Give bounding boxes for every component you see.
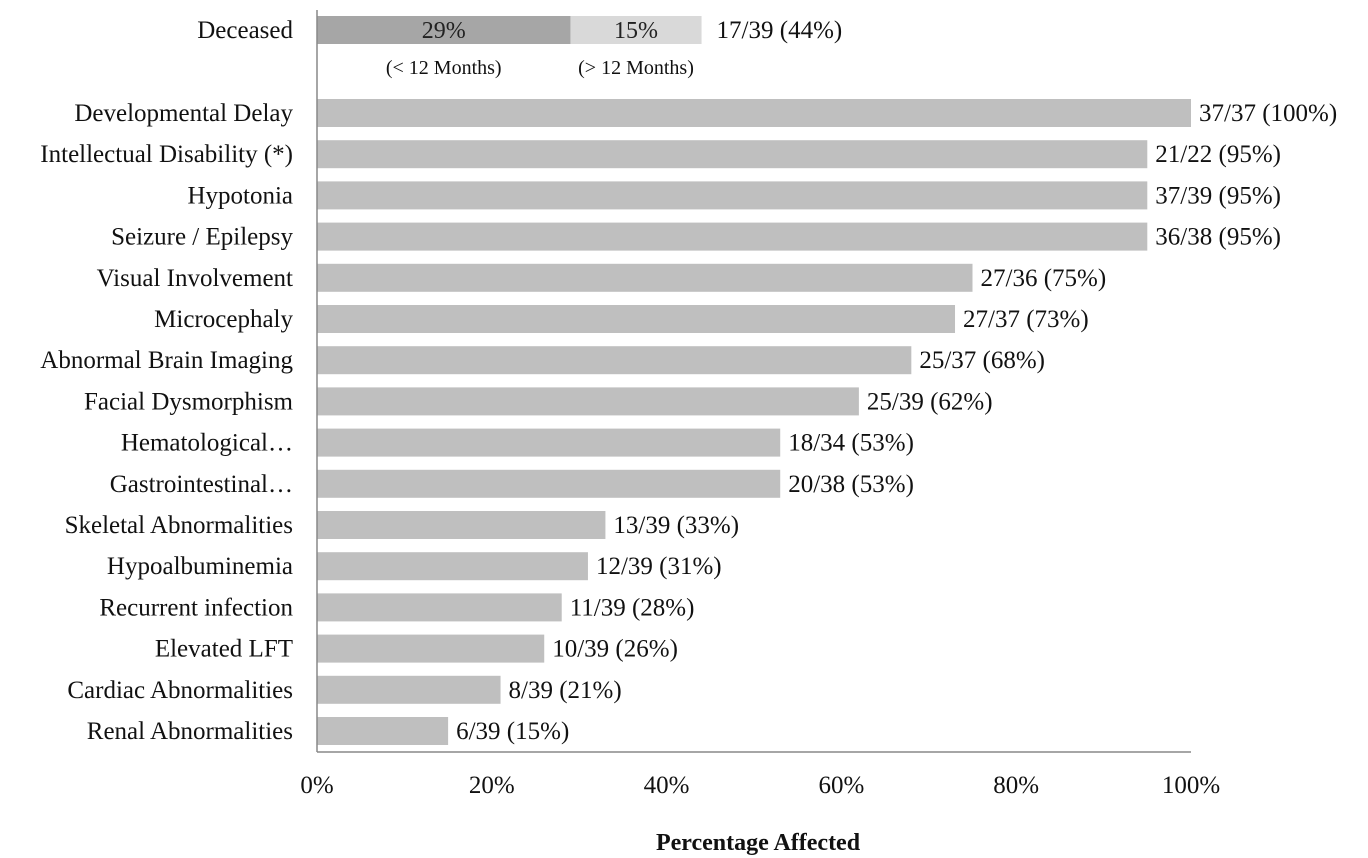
category-label-abnormal-brain-imaging: Abnormal Brain Imaging — [40, 347, 293, 374]
data-label-abnormal-brain-imaging: 25/37 (68%) — [919, 347, 1045, 374]
data-label-renal-abnormalities: 6/39 (15%) — [456, 718, 569, 745]
data-label-intellectual-disability: 21/22 (95%) — [1155, 141, 1281, 168]
deceased-row: Deceased 29% (< 12 Months) 15% (> 12 Months… — [197, 16, 842, 79]
bar-renal-abnormalities — [317, 717, 449, 745]
x-tick-labels: 0% 20% 40% 60% 80% 100% — [300, 772, 1220, 799]
bars: Developmental Delay 37/37 (100%) Intellect… — [40, 99, 1337, 745]
bar-hematological — [317, 428, 781, 457]
deceased-segment-1 — [317, 16, 571, 44]
x-tick-2: 40% — [644, 772, 690, 799]
category-label-intellectual-disability: Intellectual Disability (*) — [40, 141, 293, 168]
data-label-hematological: 18/34 (53%) — [788, 430, 914, 457]
bar-abnormal-brain-imaging — [317, 346, 912, 375]
x-tick-0: 0% — [300, 772, 333, 799]
axes — [316, 10, 1191, 753]
bar-facial-dysmorphism — [317, 387, 859, 416]
category-label-skeletal-abnormalities: Skeletal Abnormalities — [65, 512, 293, 539]
data-label-developmental-delay: 37/37 (100%) — [1199, 100, 1337, 127]
data-label-microcephaly: 27/37 (73%) — [963, 306, 1089, 333]
data-label-skeletal-abnormalities: 13/39 (33%) — [613, 512, 739, 539]
category-label-recurrent-infection: Recurrent infection — [99, 594, 293, 621]
bar-recurrent-infection — [317, 593, 562, 622]
category-label-facial-dysmorphism: Facial Dysmorphism — [84, 388, 294, 415]
data-label-recurrent-infection: 11/39 (28%) — [570, 594, 695, 621]
deceased-segment-label-1: 29% — [422, 18, 466, 44]
deceased-segments: 29% (< 12 Months) 15% (> 12 Months) — [317, 16, 702, 79]
bar-microcephaly — [317, 305, 956, 333]
category-label-microcephaly: Microcephaly — [154, 306, 293, 333]
data-label-cardiac-abnormalities: 8/39 (21%) — [509, 677, 622, 704]
category-label-cardiac-abnormalities: Cardiac Abnormalities — [67, 677, 293, 704]
bar-visual-involvement — [317, 263, 973, 292]
data-label-visual-involvement: 27/36 (75%) — [981, 265, 1107, 292]
bar-intellectual-disability — [317, 140, 1148, 169]
data-label-seizure-epilepsy: 36/38 (95%) — [1155, 224, 1281, 251]
bar-cardiac-abnormalities — [317, 675, 501, 704]
category-label-developmental-delay: Developmental Delay — [74, 100, 293, 127]
category-label-hematological: Hematological… — [121, 430, 293, 457]
bar-hypoalbuminemia — [317, 552, 588, 581]
x-tick-4: 80% — [993, 772, 1039, 799]
bar-hypotonia — [317, 181, 1148, 210]
bar-skeletal-abnormalities — [317, 511, 606, 539]
x-axis-title: Percentage Affected — [656, 830, 861, 856]
bar-developmental-delay — [317, 99, 1191, 127]
category-label-hypoalbuminemia: Hypoalbuminemia — [107, 553, 293, 580]
category-label-renal-abnormalities: Renal Abnormalities — [87, 718, 293, 745]
data-label-gastrointestinal: 20/38 (53%) — [788, 471, 914, 498]
deceased-segment-2 — [570, 16, 702, 44]
deceased-total-label: 17/39 (44%) — [717, 17, 843, 44]
data-label-elevated-lft: 10/39 (26%) — [552, 636, 678, 663]
category-label-elevated-lft: Elevated LFT — [155, 636, 293, 663]
data-label-hypotonia: 37/39 (95%) — [1155, 182, 1281, 209]
data-label-facial-dysmorphism: 25/39 (62%) — [867, 388, 993, 415]
deceased-segment-label-2: 15% — [614, 18, 658, 44]
category-label-visual-involvement: Visual Involvement — [97, 265, 293, 292]
category-label-seizure-epilepsy: Seizure / Epilepsy — [111, 224, 293, 251]
bar-elevated-lft — [317, 634, 545, 663]
x-tick-5: 100% — [1162, 772, 1220, 799]
bar-seizure-epilepsy — [317, 222, 1148, 251]
x-tick-3: 60% — [818, 772, 864, 799]
category-label-gastrointestinal: Gastrointestinal… — [110, 471, 293, 498]
data-label-hypoalbuminemia: 12/39 (31%) — [596, 553, 722, 580]
bar-gastrointestinal — [317, 469, 781, 498]
category-label-deceased: Deceased — [197, 17, 293, 44]
deceased-segment-period-2: (> 12 Months) — [578, 57, 694, 79]
deceased-segment-period-1: (< 12 Months) — [386, 57, 502, 79]
x-tick-1: 20% — [469, 772, 515, 799]
category-label-hypotonia: Hypotonia — [187, 182, 293, 209]
